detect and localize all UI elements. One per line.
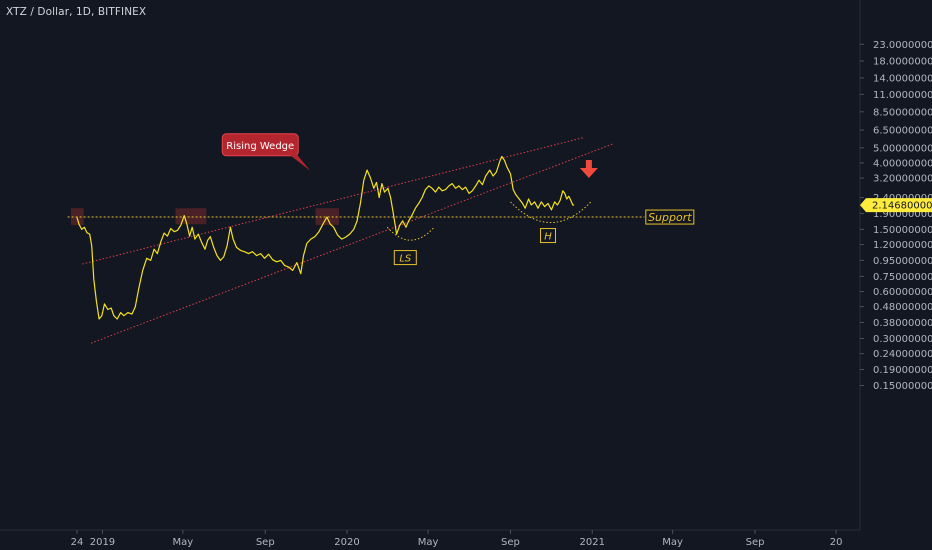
x-tick-label: 2019 <box>90 537 115 548</box>
y-tick-label: 0.48000000 <box>873 302 932 313</box>
y-tick-label: 4.00000000 <box>873 158 932 169</box>
x-tick-label: 2020 <box>334 537 359 548</box>
last-price-tag-bg <box>860 198 932 213</box>
y-tick-label: 14.00000000 <box>873 73 932 84</box>
label-text: H <box>544 232 552 243</box>
last-price-text: 2.14680000 <box>872 201 932 212</box>
wedge-lower-line[interactable] <box>90 143 614 344</box>
y-tick-label: 1.20000000 <box>873 240 932 251</box>
y-tick-label: 0.95000000 <box>873 256 932 267</box>
x-tick-label: 2021 <box>580 537 605 548</box>
left-shoulder-curve[interactable] <box>386 226 435 241</box>
label-text: Support <box>648 211 692 224</box>
last-price-tag: 2.14680000 <box>860 198 932 213</box>
resistance-highlight-box <box>175 208 207 225</box>
y-tick-label: 0.24000000 <box>873 349 932 360</box>
chart-title: XTZ / Dollar, 1D, BITFINEX <box>6 6 147 18</box>
x-axis: 24 2019 May Sep 2020 May Sep 2021 May Sep 20 <box>0 529 860 548</box>
label-box <box>393 250 417 266</box>
x-tick-label: Sep <box>256 537 275 548</box>
y-tick-label: 3.20000000 <box>873 174 932 185</box>
callout-box <box>221 133 299 157</box>
x-tick-label: Sep <box>746 537 765 548</box>
x-tick-label: May <box>418 537 439 548</box>
y-tick-label: 5.00000000 <box>873 143 932 154</box>
label-box <box>645 209 695 225</box>
y-tick-label: 0.38000000 <box>873 318 932 329</box>
label-ls[interactable]: LS <box>393 250 417 266</box>
label-text: LS <box>399 254 412 265</box>
y-tick-label: 0.30000000 <box>873 334 932 345</box>
price-line[interactable] <box>76 155 575 320</box>
y-tick-label: 0.75000000 <box>873 272 932 283</box>
x-tick-label: 24 <box>71 537 84 548</box>
y-tick-label: 1.90000000 <box>873 209 932 220</box>
label-support[interactable]: Support <box>645 209 695 225</box>
annotations: Rising Wedge Support LS H 2.14680000 <box>221 133 932 266</box>
callout-pointer <box>288 153 311 171</box>
y-tick-label: 23.00000000 <box>873 40 932 51</box>
y-tick-label: 11.00000000 <box>873 90 932 101</box>
down-arrow-icon <box>579 160 598 179</box>
label-h[interactable]: H <box>540 228 557 244</box>
y-tick-label: 0.15000000 <box>873 381 932 392</box>
y-tick-label: 1.50000000 <box>873 225 932 236</box>
head-curve[interactable] <box>510 201 592 223</box>
y-tick-label: 6.50000000 <box>873 126 932 137</box>
x-tick-label: May <box>662 537 683 548</box>
y-tick-label: 0.60000000 <box>873 287 932 298</box>
trend-lines <box>67 137 645 344</box>
rising-wedge-callout[interactable]: Rising Wedge <box>221 133 311 171</box>
x-tick-label: Sep <box>501 537 520 548</box>
price-axis-panel[interactable] <box>860 0 932 550</box>
y-tick-label: 0.19000000 <box>873 365 932 376</box>
x-tick-label: May <box>173 537 194 548</box>
wedge-upper-line[interactable] <box>82 137 583 265</box>
callout-text: Rising Wedge <box>226 141 294 152</box>
y-tick-label: 8.50000000 <box>873 107 932 118</box>
y-axis: 23.00000000 18.00000000 14.00000000 11.0000… <box>859 0 932 550</box>
y-tick-label: 18.00000000 <box>873 56 932 67</box>
x-tick-label: 20 <box>830 537 843 548</box>
price-series <box>76 155 575 320</box>
label-box <box>540 228 557 244</box>
